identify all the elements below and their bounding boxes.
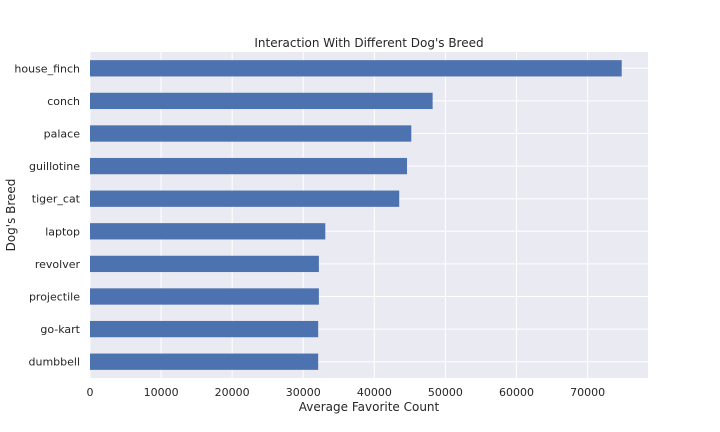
chart-title: Interaction With Different Dog's Breed xyxy=(254,36,483,50)
bar-revolver xyxy=(90,255,319,273)
bar-projectile xyxy=(90,288,319,305)
y-tick-label: revolver xyxy=(35,258,81,271)
x-tick-label: 20000 xyxy=(215,386,250,399)
y-tick-label: dumbbell xyxy=(28,356,80,369)
bar-tiger_cat xyxy=(90,190,400,207)
bar-house_finch xyxy=(90,60,622,77)
x-tick-label: 10000 xyxy=(144,386,179,399)
y-tick-label: palace xyxy=(44,128,81,141)
x-tick-label: 30000 xyxy=(286,386,321,399)
x-axis-title: Average Favorite Count xyxy=(299,400,440,414)
y-tick-label: house_finch xyxy=(14,62,80,75)
x-tick-label: 40000 xyxy=(357,386,392,399)
x-tick-label: 50000 xyxy=(428,386,463,399)
x-tick-label: 70000 xyxy=(570,386,605,399)
bar-dumbbell xyxy=(90,353,319,370)
y-tick-label: tiger_cat xyxy=(32,193,81,206)
y-tick-label: guillotine xyxy=(29,160,80,173)
y-tick-label: laptop xyxy=(45,225,80,238)
x-tick-label: 60000 xyxy=(499,386,534,399)
bar-conch xyxy=(90,92,433,110)
y-tick-label: projectile xyxy=(29,291,80,304)
bar-laptop xyxy=(90,223,326,240)
x-tick-label: 0 xyxy=(87,386,94,399)
bar-go-kart xyxy=(90,320,319,338)
bar-palace xyxy=(90,125,412,142)
bar-guillotine xyxy=(90,157,408,175)
bars xyxy=(90,60,622,370)
y-tick-label: conch xyxy=(47,95,80,108)
x-tick-labels: 0 10000 20000 30000 40000 50000 60000 70000 xyxy=(87,386,606,399)
y-axis-title: Dog's Breed xyxy=(4,179,18,252)
y-tick-label: go-kart xyxy=(40,323,80,336)
